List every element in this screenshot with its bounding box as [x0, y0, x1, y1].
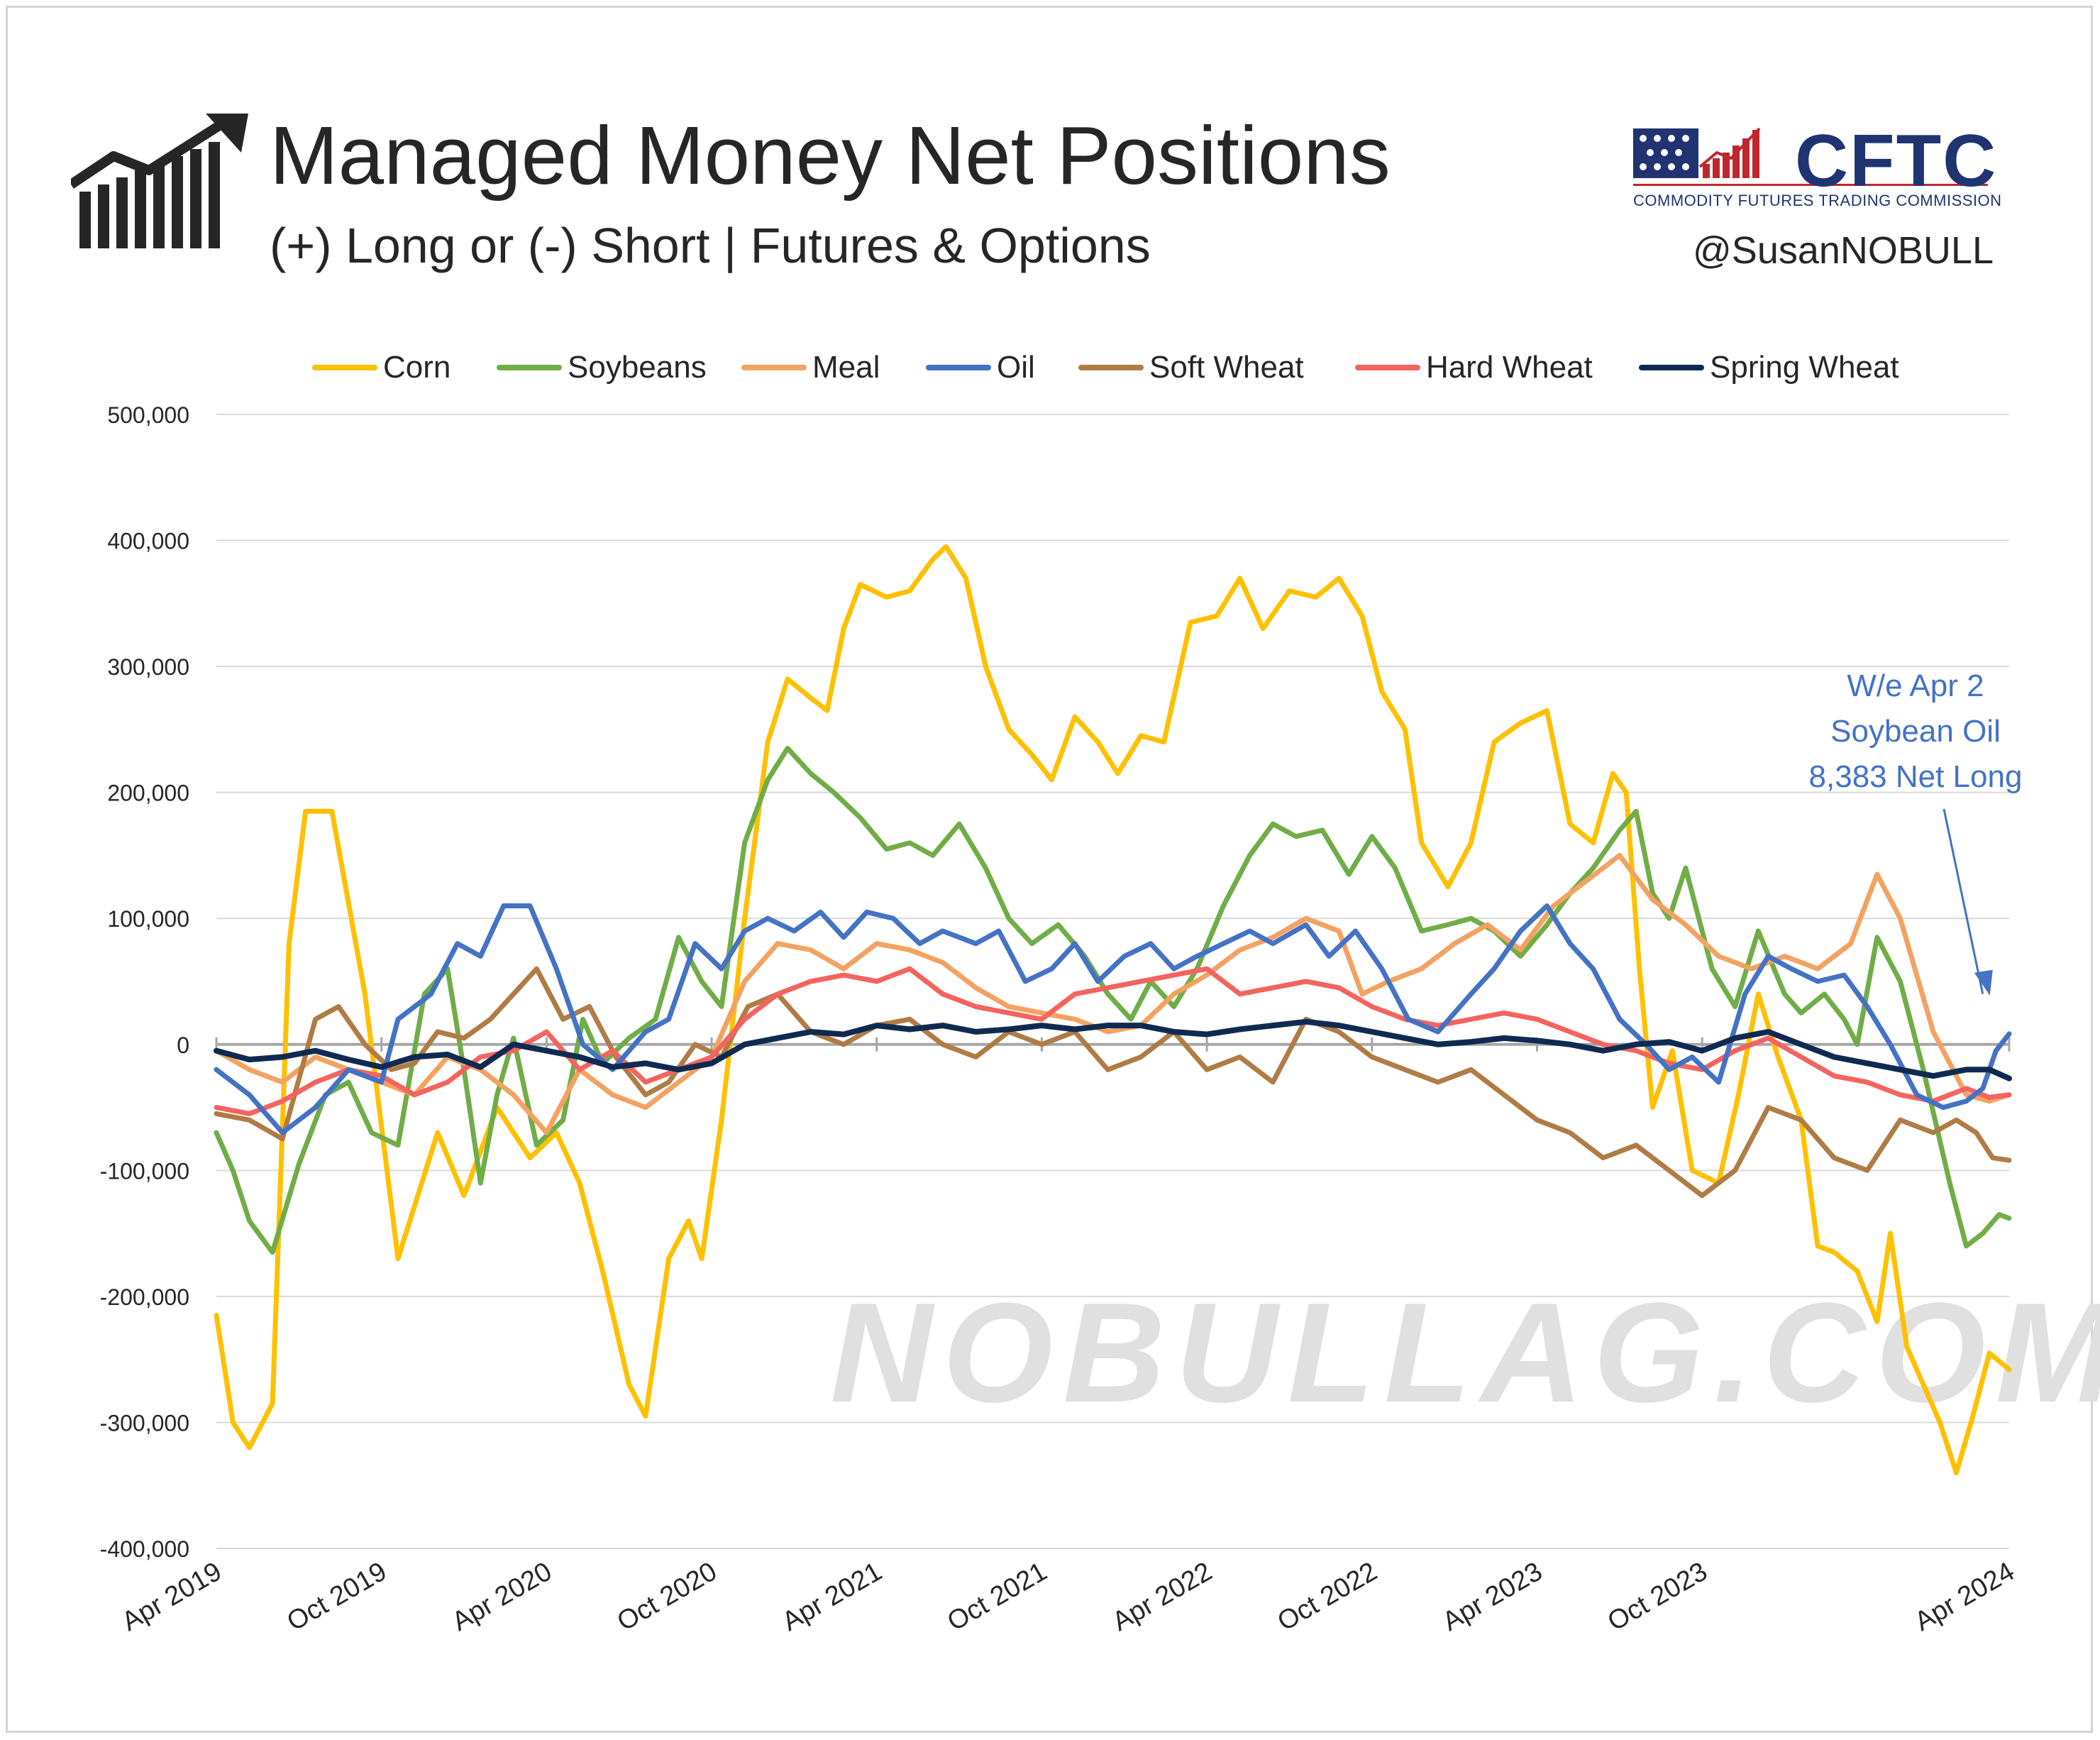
series-line — [214, 1018, 2012, 1081]
legend-swatch — [1355, 365, 1420, 370]
legend-swatch — [1078, 365, 1144, 370]
legend-label: Oil — [997, 350, 1035, 385]
legend-item: Corn — [312, 346, 451, 389]
legend-swatch — [312, 365, 377, 370]
series-line — [214, 903, 2012, 1135]
y-tick-label: 200,000 — [107, 781, 189, 806]
chart-frame — [6, 6, 2093, 1733]
y-tick-label: -100,000 — [100, 1158, 189, 1184]
legend-label: Spring Wheat — [1710, 350, 1899, 385]
x-tick-label: Oct 2021 — [942, 1556, 1052, 1636]
x-tick-label: Apr 2022 — [1107, 1556, 1217, 1636]
legend-label: Soft Wheat — [1149, 350, 1304, 385]
social-handle: @SusanNOBULL — [1692, 229, 1994, 272]
chart-legend: Corn Soybeans Meal Oil Soft Wheat Hard Wheat S… — [0, 346, 2100, 389]
legend-swatch — [926, 365, 991, 370]
x-tick-label: Apr 2023 — [1437, 1556, 1547, 1636]
annotation-arrowhead — [1974, 969, 1993, 996]
y-tick-label: -200,000 — [100, 1284, 189, 1310]
x-tick-label: Apr 2024 — [1910, 1556, 2020, 1636]
series-line — [214, 746, 2012, 1255]
legend-item: Spring Wheat — [1639, 346, 1899, 389]
legend-label: Hard Wheat — [1426, 350, 1593, 385]
x-tick-label: Oct 2023 — [1603, 1556, 1713, 1636]
chart-subtitle: (+) Long or (-) Short | Futures & Option… — [270, 218, 1151, 273]
legend-swatch — [1639, 365, 1704, 370]
legend-item: Meal — [741, 346, 880, 389]
legend-item: Soft Wheat — [1078, 346, 1304, 389]
x-tick-label: Oct 2020 — [612, 1556, 722, 1636]
annotation-line-1: W/e Apr 2 — [1847, 668, 1984, 703]
annotation-arrow — [1942, 808, 1984, 995]
header: Managed Money Net Positions (+) Long or … — [0, 0, 2100, 298]
chart-title: Managed Money Net Positions — [270, 109, 1391, 202]
x-tick-label: Apr 2020 — [447, 1556, 557, 1636]
legend-item: Hard Wheat — [1355, 346, 1593, 389]
cftc-brand-subtitle: COMMODITY FUTURES TRADING COMMISSION — [1633, 192, 2002, 209]
y-tick-label: -400,000 — [100, 1536, 189, 1562]
annotation-line-3: 8,383 Net Long — [1808, 759, 2023, 794]
cftc-logo-icon — [1633, 127, 1988, 186]
legend-swatch — [497, 365, 562, 370]
legend-item: Soybeans — [497, 346, 707, 389]
y-tick-label: 100,000 — [107, 906, 189, 932]
annotation-soybean-oil: W/e Apr 2 Soybean Oil 8,383 Net Long — [1752, 663, 2079, 800]
annotation-line-2: Soybean Oil — [1830, 714, 2001, 749]
x-tick-label: Apr 2019 — [117, 1556, 227, 1636]
legend-label: Soybeans — [568, 350, 707, 385]
legend-label: Corn — [383, 350, 451, 385]
x-tick-label: Oct 2019 — [282, 1556, 392, 1636]
x-tick-label: Apr 2021 — [778, 1556, 888, 1636]
y-tick-label: 500,000 — [107, 402, 189, 428]
bar-chart-arrow-icon — [71, 114, 248, 248]
series-line — [214, 544, 2012, 1475]
cftc-brand-name: CFTC — [1795, 120, 1998, 202]
y-tick-label: 300,000 — [107, 654, 189, 680]
y-tick-label: 0 — [177, 1033, 189, 1058]
legend-label: Meal — [812, 350, 880, 385]
y-tick-label: -300,000 — [100, 1410, 189, 1436]
legend-item: Oil — [926, 346, 1035, 389]
y-tick-label: 400,000 — [107, 529, 189, 554]
watermark: NOBULLAG.COM — [830, 1274, 2100, 1432]
x-tick-label: Oct 2022 — [1273, 1556, 1383, 1636]
legend-swatch — [741, 365, 807, 370]
